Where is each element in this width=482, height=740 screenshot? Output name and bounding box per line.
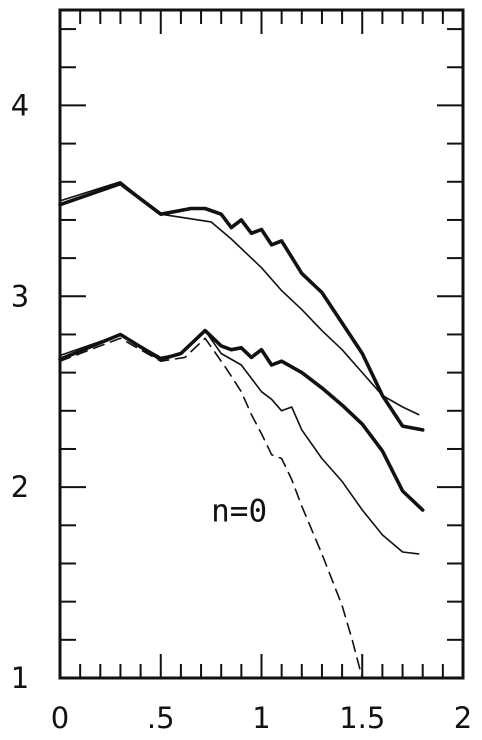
x-tick-labels: 0 .5 1 1.5 2 [51,701,472,735]
x-tick-label: 1.5 [339,701,385,735]
series-line-3-thick [58,328,425,512]
series-line-2-thin [59,181,420,416]
series-line-4-thin [59,329,420,555]
x-tick-label: 1 [252,701,270,735]
x-tick-label: 2 [454,701,472,735]
y-tick-label: 1 [11,661,29,695]
x-tick-label: 0 [51,701,69,735]
minor-ticks [60,10,463,678]
series-line-5-dashed [59,337,364,679]
y-tick-label: 2 [11,470,29,504]
series-layer [58,181,425,679]
major-ticks [59,10,464,679]
x-tick-label: .5 [147,701,175,735]
chart-annotation: n=0 [211,493,267,529]
y-tick-labels: 1 2 3 4 [11,88,29,695]
plot-frame [58,8,465,680]
series-line-1-thick [58,181,425,432]
y-tick-label: 3 [11,279,29,313]
y-tick-label: 4 [11,88,29,122]
